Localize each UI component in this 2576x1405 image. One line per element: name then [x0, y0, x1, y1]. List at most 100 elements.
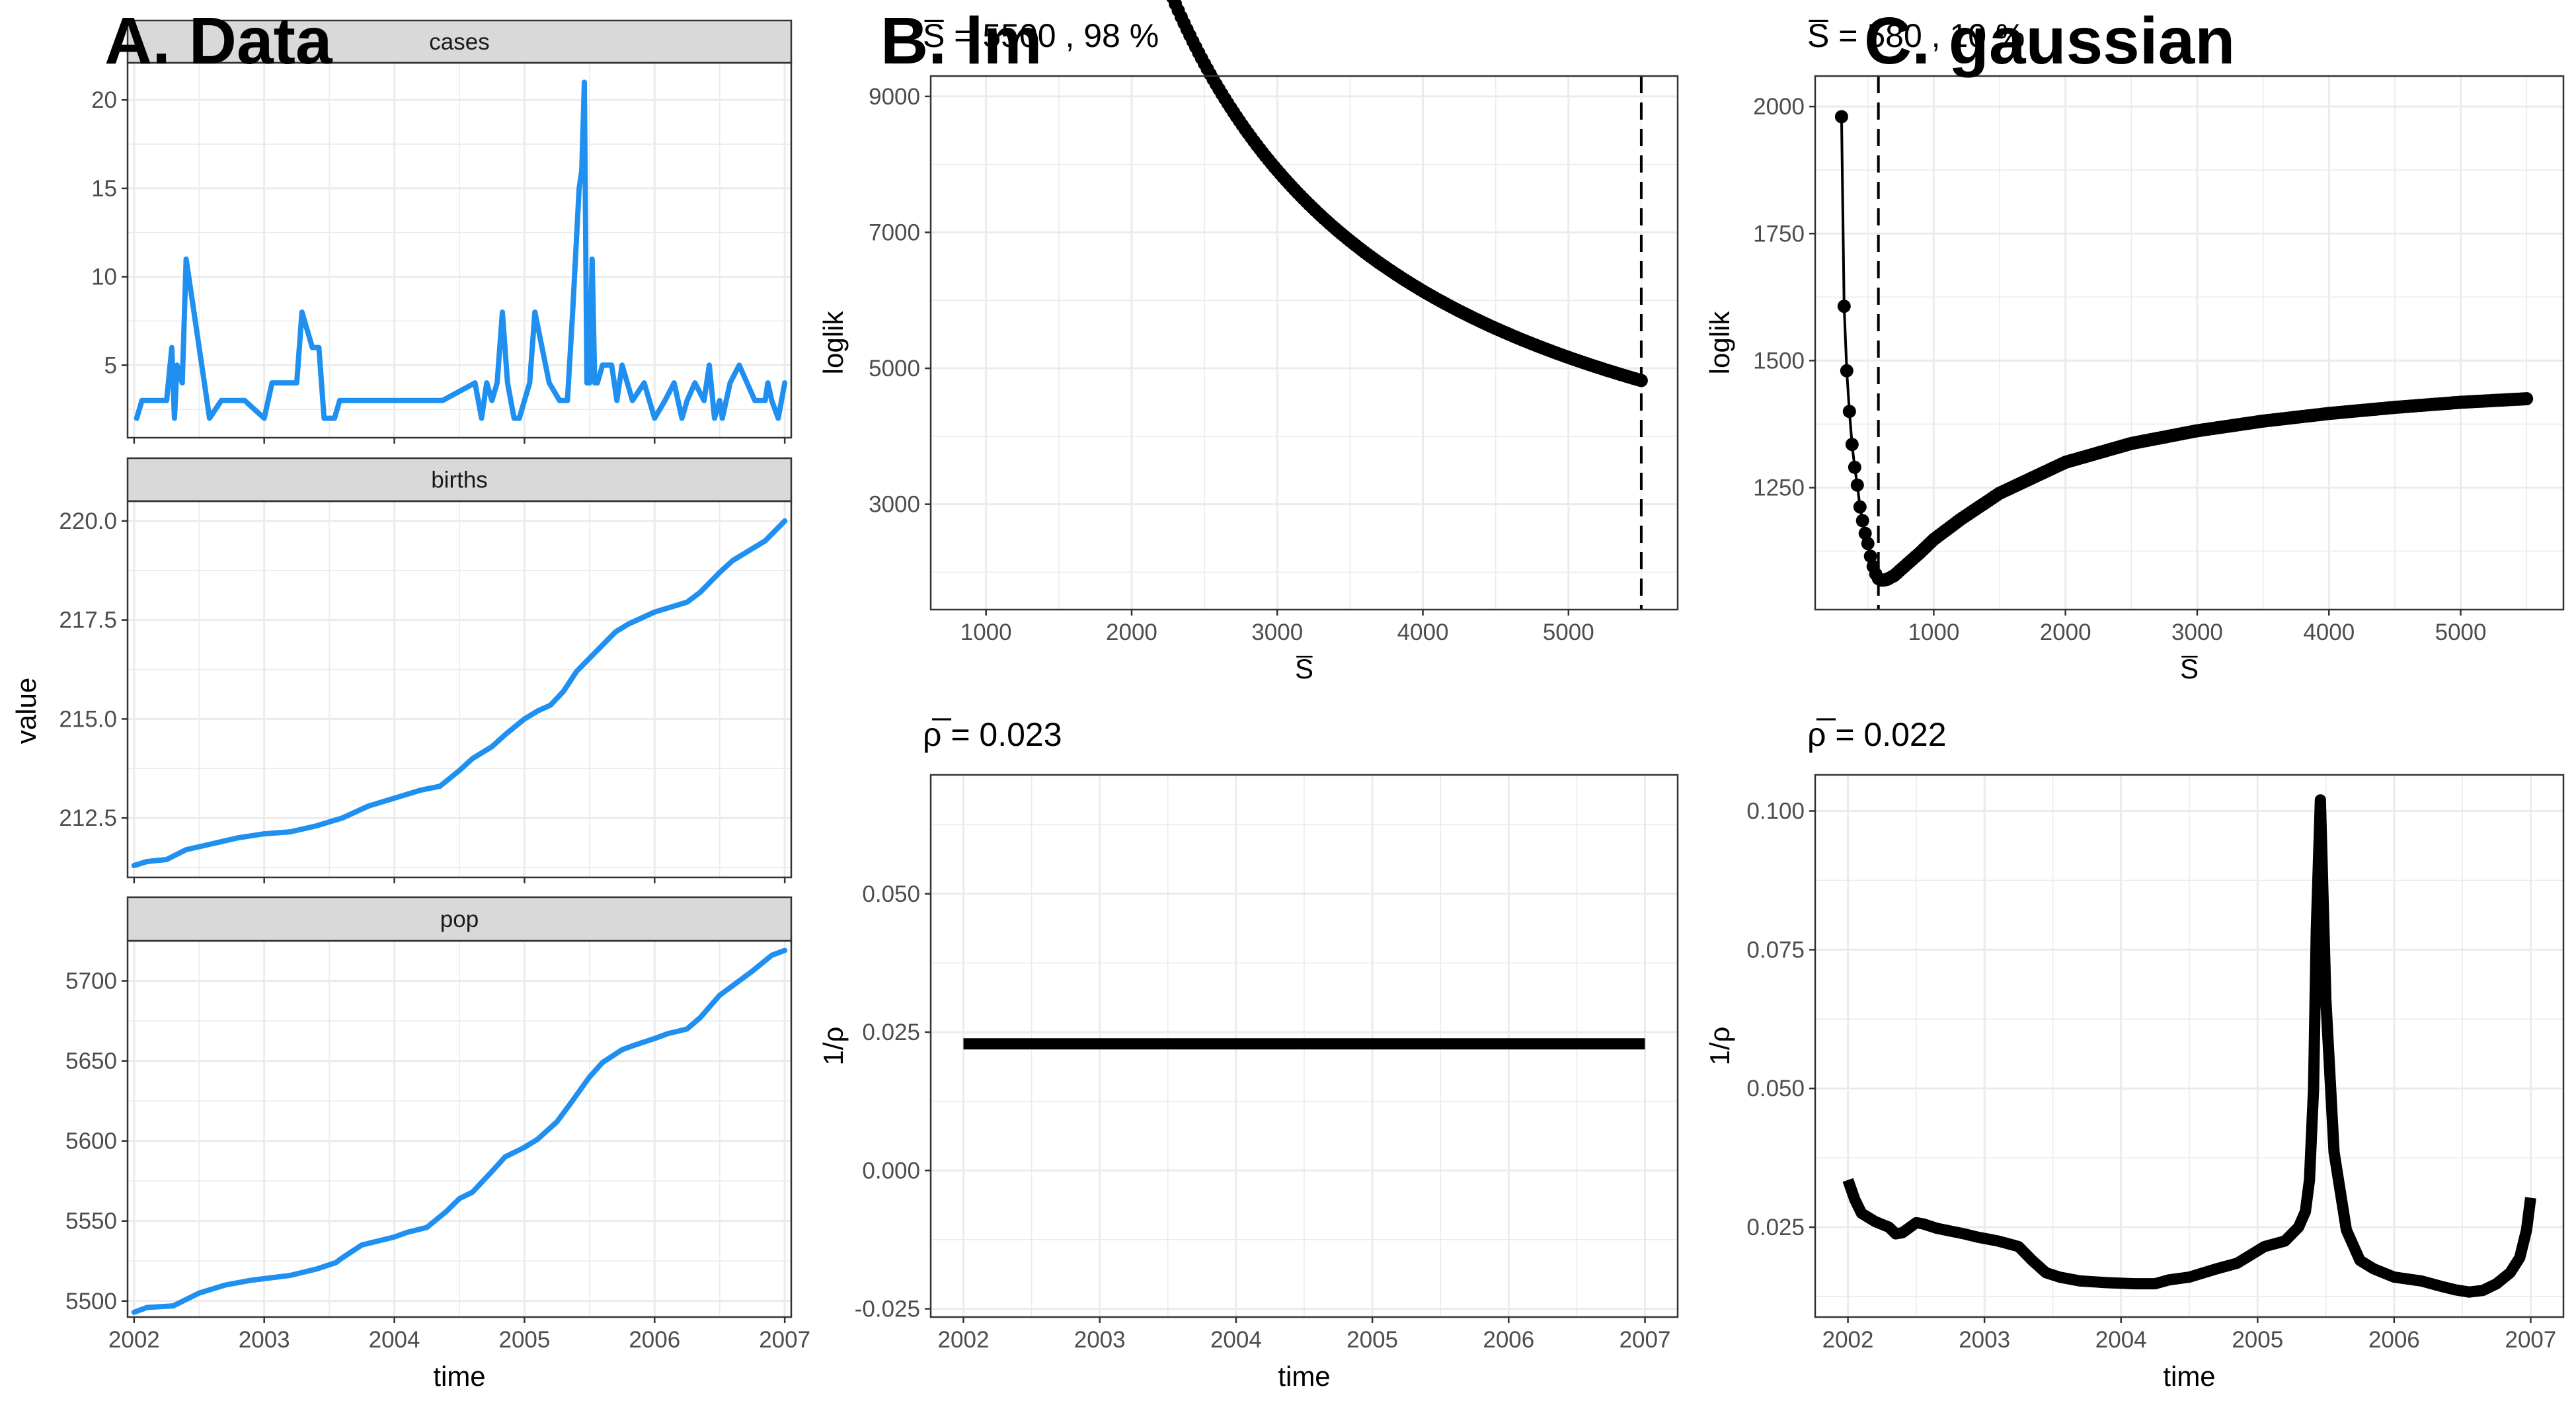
lm_loglik-ytick-label: 7000: [869, 220, 920, 245]
gaussian_loglik-xlabel: S̅: [2180, 653, 2199, 684]
cases-ytick-label: 15: [91, 176, 117, 202]
pop-ytick-label: 5650: [65, 1049, 117, 1074]
gaussian_rho-xtick-label: 2003: [1959, 1327, 2010, 1353]
panel-title-b: B. lm: [880, 4, 1042, 78]
lm_loglik-ytick-label: 3000: [869, 492, 920, 518]
pop-xlabel: time: [433, 1361, 485, 1392]
gaussian_rho-ylabel: 1/ρ: [1704, 1027, 1735, 1066]
panel-gaussian-loglik: 1250 1500 1750 2000 1000 2000 3000 4000 5000 S̅ lo…: [1704, 17, 2565, 684]
pop-xtick-label: 2002: [108, 1327, 160, 1353]
gaussian_loglik-xtick-label: 4000: [2303, 620, 2355, 645]
lm_rho-xtick-label: 2006: [1483, 1327, 1534, 1353]
births-ytick-label: 215.0: [59, 706, 117, 732]
cases-strip-label: cases: [429, 29, 489, 55]
gaussian_rho-ytick-label: 0.025: [1746, 1215, 1805, 1240]
lm_loglik-xtick-label: 5000: [1543, 620, 1594, 645]
gaussian_loglik-xtick-label: 1000: [1908, 620, 1959, 645]
gaussian-loglik-point: [1840, 364, 1854, 378]
panel-lm-rho: -0.025 0.000 0.025 0.050 2002 2003 2004 2005 200…: [818, 716, 1679, 1392]
births-ytick-label: 217.5: [59, 608, 117, 633]
gaussian-loglik-point: [1858, 526, 1872, 540]
pop-xtick-label: 2005: [498, 1327, 550, 1353]
cases-ytick-label: 10: [91, 264, 117, 290]
births-ytick-label: 220.0: [59, 508, 117, 534]
gaussian_rho-xtick-label: 2007: [2505, 1327, 2556, 1353]
panel-births: 212.5 215.0 217.5 220.0 births value: [11, 457, 793, 883]
gaussian_loglik-ytick-label: 1500: [1753, 348, 1805, 374]
pop-ytick-label: 5600: [65, 1129, 117, 1154]
lm_rho-subtitle: ρ̅ = 0.023: [923, 716, 1062, 753]
lm_loglik-xtick-label: 1000: [960, 620, 1012, 645]
lm_rho-xtick-label: 2005: [1347, 1327, 1398, 1353]
panel-border: [1814, 774, 2565, 1318]
panel-border: [126, 940, 793, 1318]
lm_rho-ytick-label: 0.025: [862, 1020, 920, 1045]
gaussian-loglik-point: [1850, 478, 1864, 492]
lm_loglik-ytick-label: 5000: [869, 356, 920, 381]
gaussian_loglik-xtick-label: 3000: [2171, 620, 2223, 645]
births-strip: [126, 457, 793, 502]
lm_loglik-ytick-label: 9000: [869, 84, 920, 110]
gaussian-loglik-point: [1837, 300, 1851, 313]
gaussian_rho-ytick-label: 0.100: [1746, 799, 1805, 824]
cases-ytick-label: 20: [91, 87, 117, 113]
pop-series-line: [131, 947, 788, 1315]
gaussian_loglik-ytick-label: 1250: [1753, 475, 1805, 501]
gaussian_loglik-xtick-label: 5000: [2435, 620, 2487, 645]
gaussian-loglik-point: [1842, 405, 1856, 419]
gaussian_rho-xlabel: time: [2163, 1361, 2215, 1392]
births-series-line: [131, 518, 788, 868]
pop-ytick-label: 5700: [65, 969, 117, 994]
gaussian_loglik-ytick-label: 2000: [1753, 94, 1805, 120]
lm_loglik-plot-bg: [931, 76, 1678, 610]
cases-strip: [126, 19, 793, 64]
pop-xtick-label: 2006: [629, 1327, 680, 1353]
gaussian_rho-xtick-label: 2005: [2232, 1327, 2283, 1353]
pop-xtick-label: 2007: [759, 1327, 810, 1353]
lm_rho-ytick-label: 0.050: [862, 881, 920, 907]
lm_loglik-xtick-label: 3000: [1251, 620, 1303, 645]
lm_loglik-ylabel: loglik: [818, 311, 849, 375]
gaussian-loglik-point: [1855, 514, 1869, 528]
panel-lm-loglik: 3000 5000 7000 9000 1000 2000 3000 4000 5000 S̅ lo…: [818, 0, 1679, 684]
gaussian_loglik-plot-bg: [1815, 76, 2563, 610]
pop-ytick-label: 5500: [65, 1289, 117, 1314]
births-strip-label: births: [431, 467, 488, 493]
pop-ytick-label: 5550: [65, 1209, 117, 1234]
gaussian-loglik-point: [1834, 110, 1848, 124]
gaussian_rho-xtick-label: 2004: [2095, 1327, 2147, 1353]
lm_rho-xtick-label: 2007: [1620, 1327, 1671, 1353]
gaussian-loglik-point: [1863, 549, 1877, 563]
lm_loglik-xtick-label: 2000: [1106, 620, 1157, 645]
panel-border: [929, 75, 1679, 611]
births-ytick-label: 212.5: [59, 805, 117, 831]
gaussian_rho-ytick-label: 0.050: [1746, 1076, 1805, 1102]
lm_loglik-subtitle: S̅ = 5500 , 98 %: [923, 17, 1159, 54]
panel-title-c: C. gaussian: [1864, 4, 2235, 78]
lm_rho-xtick-label: 2002: [938, 1327, 990, 1353]
gaussian-loglik-point: [1853, 500, 1867, 514]
panel-border: [1814, 75, 2565, 611]
pop-strip: [126, 896, 793, 942]
lm_rho-xlabel: time: [1278, 1361, 1330, 1392]
cases-ytick-label: 5: [104, 352, 117, 378]
lm_rho-ylabel: 1/ρ: [818, 1027, 849, 1066]
gaussian_rho-ytick-label: 0.075: [1746, 937, 1805, 963]
panel-gaussian-rho: 0.025 0.050 0.075 0.100 2002 2003 2004 2005 2006…: [1704, 716, 2565, 1392]
lm_rho-xtick-label: 2004: [1210, 1327, 1262, 1353]
gaussian_rho-xtick-label: 2006: [2368, 1327, 2420, 1353]
gaussian-loglik-point: [1848, 460, 1861, 474]
births-ylabel: value: [11, 678, 42, 744]
panel-border: [126, 500, 793, 879]
gaussian_loglik-ylabel: loglik: [1704, 311, 1735, 375]
gaussian_loglik-ytick-label: 1750: [1753, 221, 1805, 247]
gaussian_loglik-xtick-label: 2000: [2040, 620, 2091, 645]
gaussian-loglik-point: [1845, 438, 1859, 452]
pop-xtick-label: 2004: [369, 1327, 420, 1353]
pop-xtick-label: 2003: [239, 1327, 290, 1353]
pop-strip-label: pop: [440, 906, 479, 932]
gaussian_rho-series-line: [1842, 794, 2536, 1298]
lm_rho-ytick-label: -0.025: [855, 1296, 920, 1322]
cases-series-line: [134, 79, 788, 421]
